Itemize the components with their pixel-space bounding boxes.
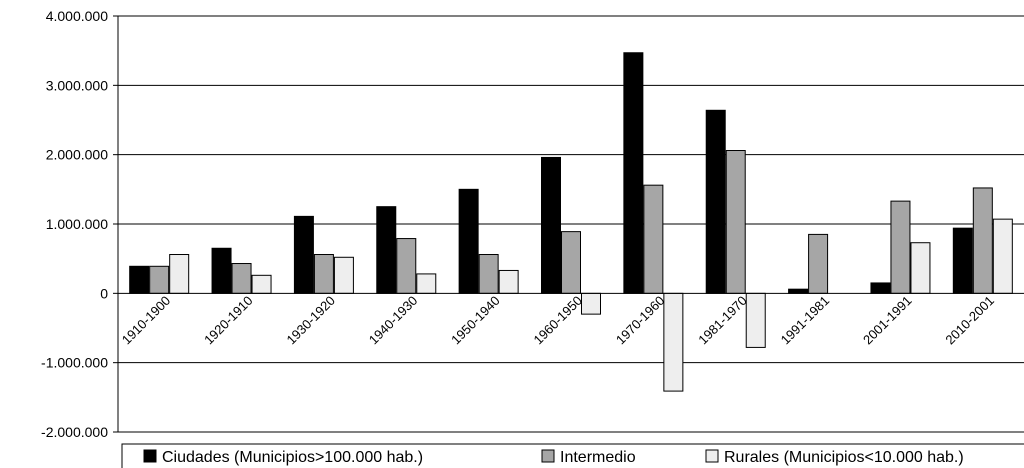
bar bbox=[952, 227, 973, 294]
bar bbox=[396, 238, 417, 294]
bar bbox=[705, 109, 726, 294]
bar bbox=[231, 263, 252, 294]
bar bbox=[992, 218, 1013, 294]
bar bbox=[169, 254, 190, 294]
legend-label: Intermedio bbox=[560, 449, 636, 466]
category-label: 1970-1960 bbox=[613, 293, 668, 348]
category-label: 1920-1910 bbox=[201, 293, 256, 348]
bar bbox=[416, 273, 437, 294]
bar bbox=[745, 292, 766, 348]
bar bbox=[561, 231, 581, 294]
bar bbox=[972, 187, 993, 294]
bar bbox=[333, 256, 354, 294]
bar bbox=[808, 233, 829, 294]
bar bbox=[890, 200, 911, 294]
bar bbox=[623, 52, 644, 294]
category-label: 2001-1991 bbox=[860, 293, 915, 348]
y-tick-label: 4.000.000 bbox=[46, 8, 108, 24]
category-label: 1991-1981 bbox=[778, 293, 833, 348]
legend-label: Ciudades (Municipios>100.000 hab.) bbox=[162, 449, 423, 466]
bar bbox=[788, 288, 809, 294]
bar bbox=[910, 242, 931, 294]
y-tick-label: 0 bbox=[100, 285, 108, 301]
y-tick-label: 1.000.000 bbox=[46, 216, 108, 232]
category-label: 1981-1970 bbox=[695, 293, 750, 348]
bar bbox=[541, 156, 561, 294]
category-label: 2010-2001 bbox=[942, 293, 997, 348]
bar bbox=[478, 254, 499, 294]
category-label: 1950-1940 bbox=[448, 293, 503, 348]
category-label: 1930-1920 bbox=[283, 293, 338, 348]
y-tick-label: -2.000.000 bbox=[41, 424, 108, 440]
bar bbox=[663, 292, 684, 392]
category-label: 1960-1950 bbox=[531, 293, 586, 348]
bar bbox=[725, 150, 746, 294]
bar bbox=[376, 206, 397, 294]
bar bbox=[498, 269, 519, 294]
y-tick-label: -1.000.000 bbox=[41, 355, 108, 371]
bar bbox=[293, 215, 314, 294]
bar bbox=[313, 254, 334, 294]
bar bbox=[870, 282, 891, 294]
category-label: 1910-1900 bbox=[119, 293, 174, 348]
bar bbox=[129, 265, 150, 294]
legend-label: Rurales (Municipios<10.000 hab.) bbox=[724, 449, 964, 466]
legend-box bbox=[121, 443, 1024, 468]
legend-swatch bbox=[705, 449, 719, 463]
bar bbox=[251, 274, 272, 294]
y-tick-label: 3.000.000 bbox=[46, 77, 108, 93]
y-tick-label: 2.000.000 bbox=[46, 147, 108, 163]
bar bbox=[458, 188, 479, 294]
legend-swatch bbox=[143, 449, 157, 463]
legend-swatch bbox=[541, 449, 555, 463]
bar bbox=[211, 247, 232, 294]
bar bbox=[643, 184, 664, 294]
bar bbox=[149, 265, 170, 294]
category-label: 1940-1930 bbox=[366, 293, 421, 348]
